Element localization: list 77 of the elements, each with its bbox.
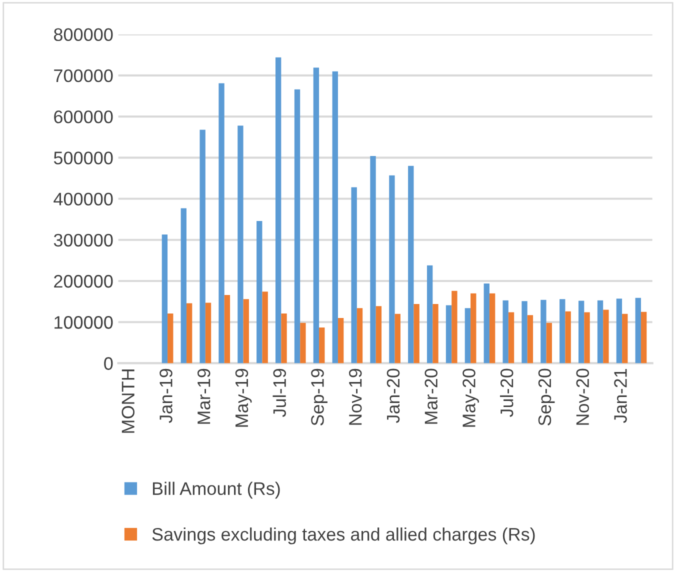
bar — [470, 293, 476, 364]
x-tick-label: MONTH — [122, 370, 135, 433]
bar — [186, 303, 192, 364]
bar — [243, 299, 249, 364]
bar — [200, 130, 206, 364]
x-tick-label: Mar-19 — [197, 368, 210, 424]
bar — [408, 166, 414, 364]
bar — [224, 294, 230, 364]
bar — [162, 234, 168, 364]
x-tick-label: Sep-19 — [311, 368, 328, 426]
y-tick-label: 100000 — [54, 316, 113, 329]
x-tick-label: Jan-19 — [160, 368, 172, 423]
bar — [300, 322, 306, 364]
bar — [432, 304, 438, 364]
bar — [313, 68, 320, 364]
bar — [338, 318, 344, 364]
legend-label: Bill Amount (Rs) — [152, 482, 280, 499]
bar — [484, 283, 490, 364]
bar — [294, 89, 300, 364]
bar — [597, 300, 604, 364]
bar — [446, 305, 452, 364]
bar — [584, 312, 590, 364]
x-tick-label: Jul-19 — [272, 368, 286, 417]
x-tick-label: May-19 — [235, 368, 252, 427]
bar — [578, 300, 584, 364]
y-tick-label: 200000 — [54, 274, 113, 288]
bar — [394, 314, 400, 364]
x-tick-label: Jan-21 — [614, 368, 627, 423]
y-tick-label: 400000 — [54, 192, 113, 206]
x-tick-label: Sep-20 — [538, 368, 555, 426]
bar — [522, 301, 528, 364]
bar — [616, 298, 622, 364]
bar — [218, 83, 224, 364]
legend-label: Savings excluding taxes and allied charges (Rs) — [152, 527, 535, 544]
y-tick-label: 500000 — [54, 152, 113, 164]
bar — [351, 187, 357, 364]
bar — [540, 300, 546, 364]
bar — [640, 312, 647, 364]
bar — [168, 313, 174, 364]
bar — [370, 156, 376, 364]
x-tick-label: May-20 — [462, 368, 479, 427]
bar — [414, 304, 420, 364]
bar — [502, 300, 508, 364]
bar — [356, 308, 363, 364]
bar — [262, 292, 268, 364]
y-tick-label: 0 — [104, 357, 113, 370]
y-tick-label: 700000 — [54, 69, 113, 82]
y-tick-label: 300000 — [54, 234, 113, 247]
bar — [376, 306, 382, 364]
bar — [180, 208, 186, 364]
bar — [332, 71, 338, 364]
x-tick-label: Jul-20 — [500, 368, 514, 417]
x-tick-label: Nov-20 — [576, 368, 590, 425]
bar — [426, 265, 433, 364]
bar — [489, 293, 496, 364]
bar — [205, 302, 212, 364]
bar — [238, 126, 244, 364]
bar — [546, 322, 552, 364]
bar — [281, 313, 287, 364]
y-tick-label: 600000 — [54, 110, 113, 124]
bar — [622, 314, 628, 364]
bar — [527, 315, 534, 364]
bar — [508, 312, 514, 364]
x-tick-label: Mar-20 — [424, 368, 438, 424]
x-tick-label: Jan-20 — [386, 368, 400, 423]
bar — [603, 310, 609, 364]
bar — [560, 299, 566, 364]
bar — [464, 308, 471, 364]
bar — [256, 220, 262, 364]
bar — [565, 311, 571, 364]
bar — [389, 175, 395, 364]
x-tick-label: Nov-19 — [348, 368, 362, 425]
bar — [452, 290, 458, 364]
bar — [319, 327, 325, 364]
bar — [635, 298, 641, 364]
y-tick-label: 800000 — [54, 28, 113, 42]
bar — [275, 57, 282, 364]
